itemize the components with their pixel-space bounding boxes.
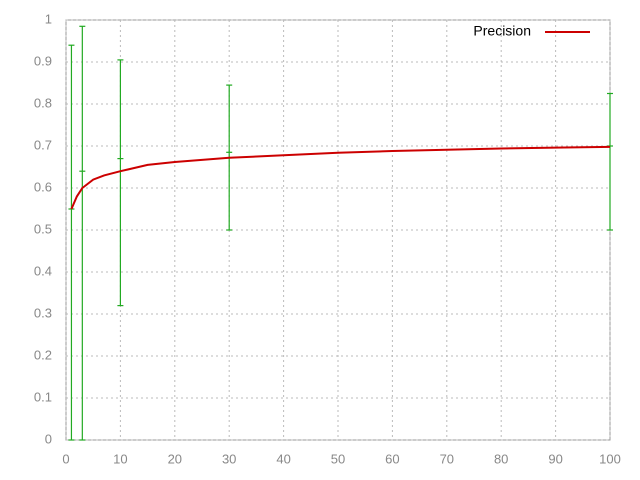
- x-tick-label: 80: [494, 451, 508, 466]
- y-tick-label: 0.8: [34, 95, 52, 110]
- line-series: [70, 145, 611, 210]
- x-tick-label: 10: [113, 451, 127, 466]
- y-tick-label: 0.4: [34, 263, 52, 278]
- x-tick-label: 100: [599, 451, 621, 466]
- y-tick-label: 0.1: [34, 389, 52, 404]
- y-tick-label: 1: [45, 11, 52, 26]
- x-tick-label: 0: [62, 451, 69, 466]
- y-tick-label: 0.5: [34, 221, 52, 236]
- x-tick-label: 30: [222, 451, 236, 466]
- y-tick-label: 0: [45, 431, 52, 446]
- legend-label: Precision: [473, 23, 531, 39]
- x-tick-label: 20: [168, 451, 182, 466]
- x-tick-label: 90: [548, 451, 562, 466]
- y-tick-label: 0.3: [34, 305, 52, 320]
- y-tick-label: 0.6: [34, 179, 52, 194]
- y-tick-label: 0.9: [34, 53, 52, 68]
- y-tick-label: 0.7: [34, 137, 52, 152]
- x-tick-label: 50: [331, 451, 345, 466]
- x-tick-label: 40: [276, 451, 290, 466]
- y-tick-label: 0.2: [34, 347, 52, 362]
- x-tick-label: 60: [385, 451, 399, 466]
- x-tick-label: 70: [440, 451, 454, 466]
